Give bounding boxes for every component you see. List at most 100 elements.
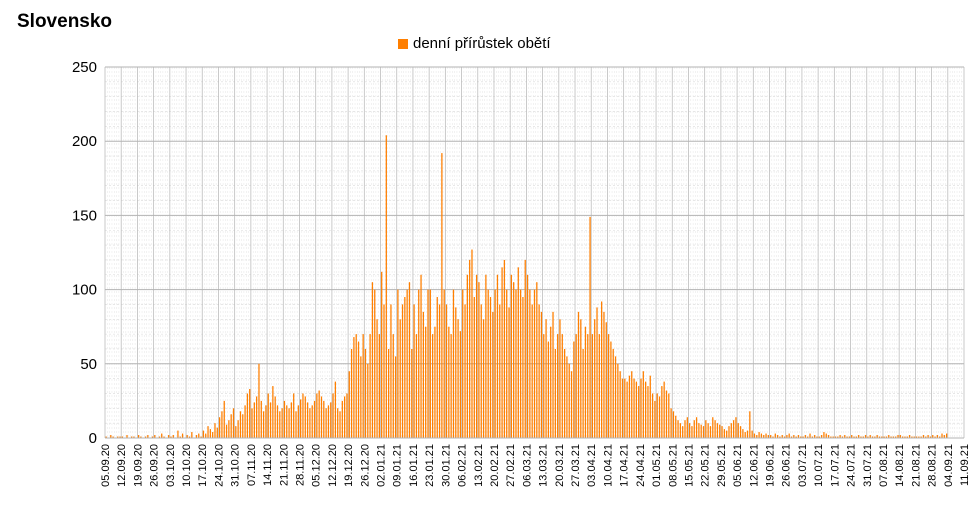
bar [573, 341, 575, 438]
x-tick-label: 09.01.21 [392, 444, 404, 487]
x-tick-label: 22.05.21 [700, 444, 712, 487]
bar [726, 430, 728, 438]
bar [635, 381, 638, 438]
bar [119, 436, 121, 438]
bar [357, 341, 360, 438]
bar [158, 436, 161, 438]
bar [279, 411, 281, 438]
y-tick-label: 50 [80, 356, 97, 373]
bar [327, 405, 330, 438]
bar [825, 433, 827, 438]
x-tick-label: 05.09.20 [100, 444, 112, 487]
bar [499, 304, 501, 438]
bar [344, 396, 346, 438]
bar [742, 429, 744, 438]
bar [871, 436, 874, 438]
bar [610, 341, 612, 438]
bar [746, 430, 749, 438]
bar [381, 271, 383, 438]
bar [883, 436, 885, 438]
bar [168, 435, 170, 438]
bar [369, 334, 371, 438]
bar [302, 393, 304, 438]
bar [506, 289, 508, 438]
bar [915, 436, 918, 438]
bar [105, 436, 107, 438]
bar [906, 436, 908, 438]
bar [862, 436, 864, 438]
bar [378, 334, 381, 438]
bar [290, 402, 293, 438]
bar [814, 435, 816, 438]
bar [772, 436, 774, 438]
bar [693, 420, 695, 438]
bar [485, 274, 487, 438]
bar [649, 375, 651, 438]
bar [459, 331, 462, 438]
bar [668, 393, 670, 438]
bar [890, 436, 892, 438]
x-tick-label: 21.08.21 [910, 444, 922, 487]
bar [117, 436, 119, 438]
x-tick-label: 20.02.21 [489, 444, 501, 487]
bar [452, 289, 455, 438]
bar [749, 411, 751, 438]
bar [443, 289, 445, 438]
bar [723, 429, 725, 438]
x-tick-label: 03.04.21 [586, 444, 598, 487]
bar [297, 405, 299, 438]
bar [422, 311, 424, 438]
bar [642, 371, 644, 438]
bar [598, 334, 600, 438]
bar [170, 436, 172, 438]
bar [899, 435, 901, 438]
bar [670, 408, 672, 438]
bar [207, 426, 209, 438]
bar [492, 311, 494, 438]
bar [519, 289, 522, 438]
bar [897, 435, 899, 438]
bar [198, 433, 200, 438]
bar [934, 436, 936, 438]
bar [763, 435, 765, 438]
bar [786, 435, 788, 438]
bar [353, 337, 355, 438]
bar [552, 311, 554, 438]
bar [580, 319, 582, 438]
bar [714, 420, 716, 438]
x-tick-label: 19.06.21 [765, 444, 777, 487]
bar [406, 289, 408, 438]
bar [932, 435, 934, 438]
bar [334, 381, 337, 438]
bar [638, 386, 640, 438]
bar [682, 426, 684, 438]
bar [221, 411, 223, 438]
bar [513, 282, 515, 438]
bar [911, 436, 913, 438]
bar [448, 326, 450, 438]
bar [719, 424, 721, 438]
bar [844, 435, 846, 438]
bar [855, 436, 857, 438]
bar [700, 424, 702, 438]
bar [582, 348, 584, 438]
x-tick-label: 10.04.21 [602, 444, 614, 487]
bar [594, 319, 596, 438]
bar [469, 259, 471, 438]
bar [235, 426, 237, 438]
bar [244, 405, 246, 438]
bar [795, 436, 797, 438]
bar [186, 435, 188, 438]
bar [487, 289, 489, 438]
bar [698, 423, 700, 438]
bar [612, 348, 614, 438]
chart-legend: denní přírůstek obětí [398, 35, 551, 52]
bar [596, 307, 598, 438]
bar [536, 282, 538, 438]
bar [464, 304, 466, 438]
bar [462, 289, 464, 438]
bar [675, 415, 677, 438]
bar [473, 297, 475, 438]
bar [431, 334, 434, 438]
